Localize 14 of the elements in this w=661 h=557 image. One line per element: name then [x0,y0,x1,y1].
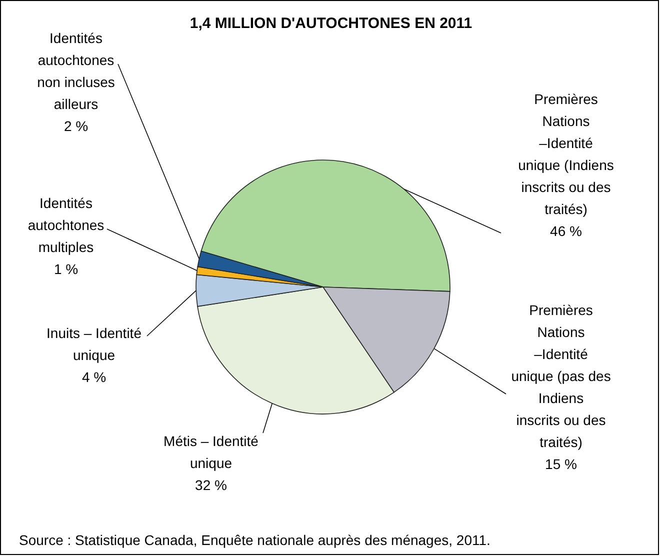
slice-label: Métis – Identité unique [164,433,259,471]
slice-label: Premières Nations –Identité unique (Indiens inscrits ou des traités) [518,91,614,217]
data-label: 15 % [545,456,577,472]
data-label: 32 % [195,477,227,493]
data-label: 46 % [550,223,582,239]
data-label: 4 % [82,369,106,385]
source-note: Source : Statistique Canada, Enquête nationale auprès des ménages, 2011. [19,532,490,548]
chart-title: 1,4 MILLION D'AUTOCHTONES EN 2011 [190,15,472,32]
slice-label: Identités autochtones non incluses ailleurs [37,30,115,112]
slice-label: Identités autochtones multiples [28,195,104,255]
data-label: 2 % [64,118,88,134]
slice-label: Inuits – Identité unique [46,325,142,363]
data-label: 1 % [54,261,78,277]
slice-label: Premières Nations –Identité unique (pas des Indiens inscrits ou des traités) [511,302,611,450]
